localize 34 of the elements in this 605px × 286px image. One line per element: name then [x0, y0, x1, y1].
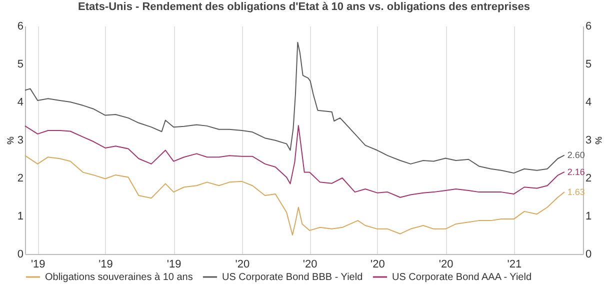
- x-tick-label: '20: [302, 258, 318, 270]
- x-tick-label: '19: [98, 258, 113, 270]
- y-tick-label: 6: [17, 20, 24, 32]
- data-label: 2.60: [567, 150, 585, 160]
- line-series: [24, 155, 565, 236]
- y-tick-label: 4: [17, 96, 24, 108]
- y2-tick-label: 4: [586, 96, 592, 108]
- y2-tick-label: 1: [586, 210, 592, 222]
- line-series: [24, 42, 565, 174]
- y2-axis-title: %: [594, 136, 604, 145]
- legend-label: US Corporate Bond BBB - Yield: [222, 272, 363, 283]
- x-tick-label: '19: [30, 258, 46, 270]
- data-label: 2.16: [567, 166, 585, 177]
- y2-tick-label: 5: [586, 58, 592, 70]
- x-tick-label: '20: [235, 258, 250, 270]
- y-axis-title: %: [5, 136, 16, 145]
- x-tick-label: '19: [166, 258, 182, 270]
- legend-label: Obligations souveraines à 10 ans: [45, 272, 193, 283]
- y-tick-label: 1: [17, 210, 24, 222]
- y2-tick-label: 3: [586, 134, 592, 146]
- y2-tick-label: 6: [586, 20, 592, 32]
- y-tick-label: 2: [17, 172, 24, 184]
- y-tick-label: 5: [17, 58, 24, 70]
- line-series: [24, 125, 565, 198]
- x-tick-label: '20: [438, 258, 454, 270]
- x-tick-label: '21: [507, 258, 522, 270]
- y-tick-label: 0: [17, 248, 24, 260]
- data-label: 1.63: [567, 187, 585, 198]
- y2-tick-label: 0: [586, 248, 592, 260]
- y2-tick-label: 2: [586, 172, 592, 184]
- legend-label: US Corporate Bond AAA - Yield: [392, 272, 532, 283]
- x-tick-label: '20: [370, 258, 385, 270]
- y-tick-label: 3: [17, 134, 24, 146]
- chart-title: Etats-Unis - Rendement des obligations d'Etat à 10 ans vs. obligations des entreprises: [78, 1, 530, 13]
